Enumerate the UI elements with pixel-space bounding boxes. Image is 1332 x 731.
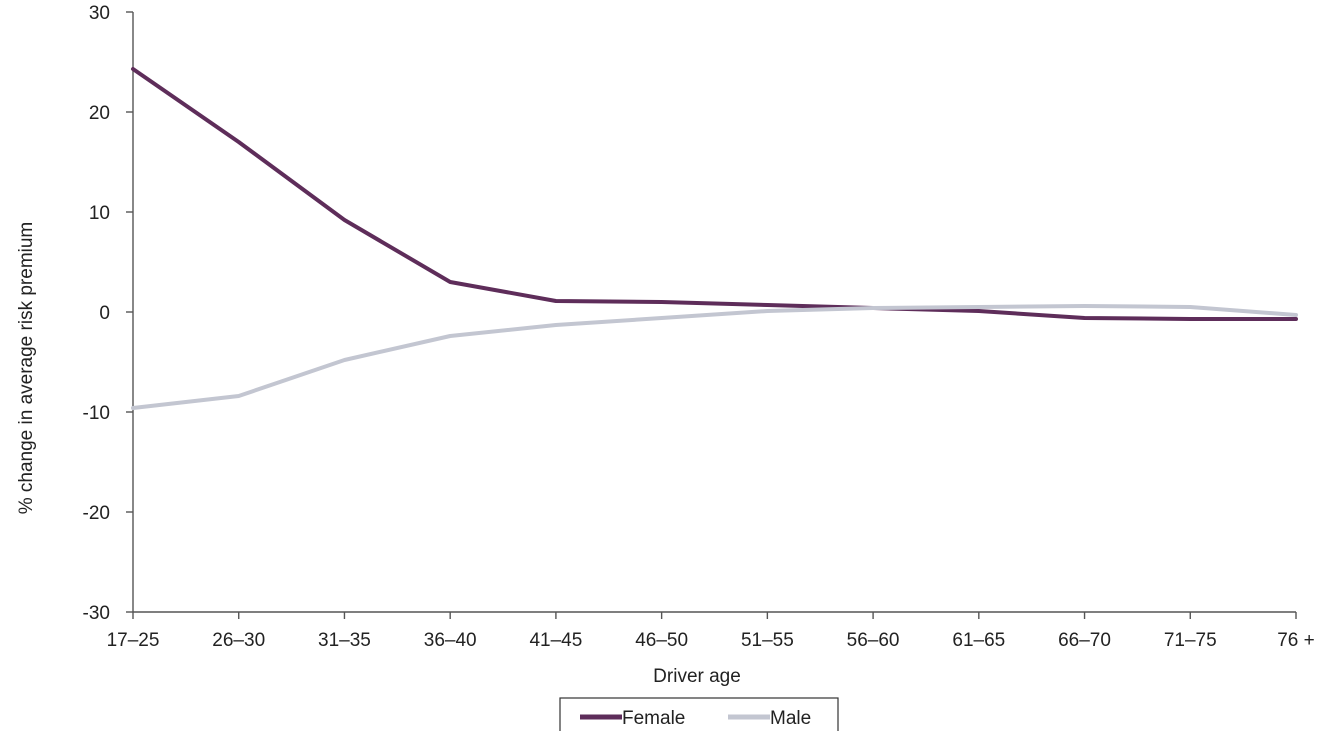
- legend-label-male: Male: [770, 708, 811, 729]
- x-tick-label: 31–35: [318, 630, 371, 651]
- axes: [132, 12, 1296, 613]
- x-tick-label: 71–75: [1164, 630, 1217, 651]
- y-tick-label: 0: [99, 303, 110, 324]
- x-tick-label: 41–45: [529, 630, 582, 651]
- series-layer: [131, 67, 1298, 410]
- x-tick-label: 17–25: [107, 630, 160, 651]
- x-tick-label: 56–60: [847, 630, 900, 651]
- x-axis-title: Driver age: [653, 666, 741, 687]
- series-line-female: [131, 67, 1298, 321]
- y-tick-label: 30: [89, 3, 110, 24]
- y-tick-label: -30: [83, 603, 110, 624]
- y-axis-ticks: -30 -20 -10 0 10 20 30: [83, 3, 133, 624]
- x-tick-label: 36–40: [424, 630, 477, 651]
- y-tick-label: 10: [89, 203, 110, 224]
- y-tick-label: -20: [83, 503, 110, 524]
- x-tick-label: 61–65: [952, 630, 1005, 651]
- series-line-male: [131, 304, 1298, 410]
- x-tick-label: 26–30: [212, 630, 265, 651]
- x-axis-ticks: 17–25 26–30 31–35 36–40 41–45 46–50 51–55 56–60…: [107, 612, 1315, 651]
- x-tick-label: 66–70: [1058, 630, 1111, 651]
- legend: Female Male: [559, 697, 839, 731]
- x-tick-label: 76 +: [1277, 630, 1315, 651]
- x-tick-label: 46–50: [635, 630, 688, 651]
- x-tick-label: 51–55: [741, 630, 794, 651]
- y-axis-title: % change in average risk premium: [16, 222, 37, 515]
- legend-label-female: Female: [622, 708, 685, 729]
- y-tick-label: 20: [89, 103, 110, 124]
- y-tick-label: -10: [83, 403, 110, 424]
